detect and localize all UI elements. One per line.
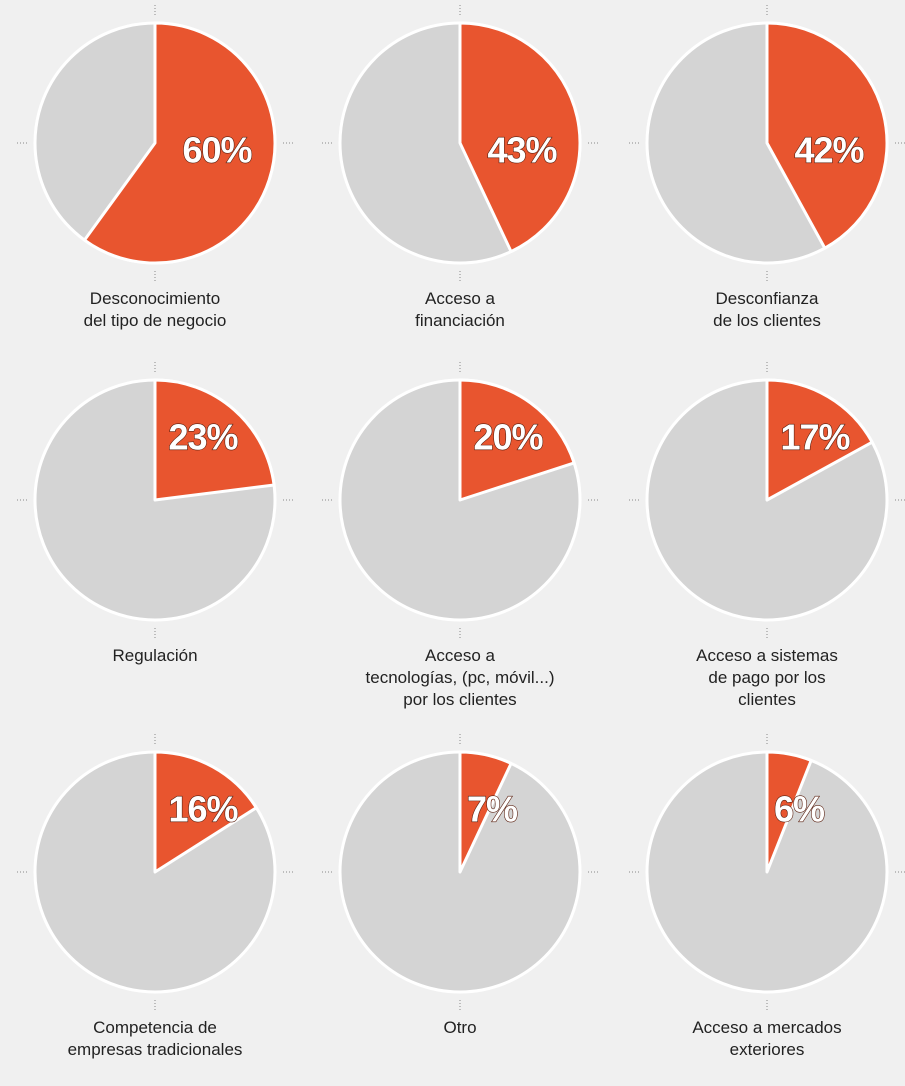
value-label: 7% bbox=[467, 789, 518, 830]
pie-caption: Desconocimiento del tipo de negocio bbox=[83, 289, 227, 330]
value-label: 20% bbox=[473, 417, 543, 458]
pie-slice bbox=[765, 21, 889, 250]
pie-slice bbox=[82, 21, 277, 265]
pie-caption: Acceso a tecnologías, (pc, móvil...) por… bbox=[365, 646, 555, 709]
value-label: 17% bbox=[780, 417, 850, 458]
pie-caption: Acceso a financiación bbox=[415, 289, 505, 330]
value-label: 60% bbox=[182, 130, 252, 171]
pie-slice bbox=[458, 21, 582, 254]
pie-slice bbox=[153, 378, 276, 502]
pie-caption: Acceso a sistemas de pago por los client… bbox=[696, 646, 838, 709]
pie-slice bbox=[765, 378, 874, 502]
pie-caption: Competencia de empresas tradicionales bbox=[67, 1018, 243, 1059]
value-label: 23% bbox=[168, 417, 238, 458]
pie-slice bbox=[765, 750, 813, 874]
value-label: 42% bbox=[794, 130, 864, 171]
pie-slice bbox=[458, 378, 576, 502]
value-label: 6% bbox=[774, 789, 825, 830]
value-label: 16% bbox=[168, 789, 238, 830]
pie-caption: Regulación bbox=[112, 646, 198, 665]
value-label: 43% bbox=[487, 130, 557, 171]
pie-slice bbox=[458, 750, 513, 874]
pie-slice bbox=[153, 750, 258, 874]
pie-caption: Desconfianza de los clientes bbox=[713, 289, 821, 330]
pie-caption: Acceso a mercados exteriores bbox=[692, 1018, 842, 1059]
pie-caption: Otro bbox=[443, 1018, 477, 1037]
